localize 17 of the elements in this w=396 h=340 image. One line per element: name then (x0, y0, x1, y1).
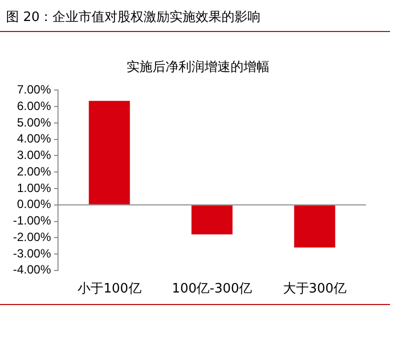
chart-title: 图 20：企业市值对股权激励实施效果的影响 (6, 9, 261, 26)
y-tick-label: -2.00% (12, 230, 52, 244)
y-tick-label: 3.00% (16, 148, 52, 162)
y-tick-label: -1.00% (12, 214, 52, 228)
y-tick-label: 5.00% (16, 115, 52, 130)
y-tick-label: 6.00% (16, 98, 52, 113)
y-tick-label: 4.00% (16, 132, 52, 146)
y-tick-label: 1.00% (16, 180, 52, 195)
y-tick-label: -4.00% (12, 262, 52, 277)
chart-subtitle: 实施后净利润增速的增幅 (126, 59, 270, 76)
y-tick-label: 0.00% (16, 197, 52, 212)
y-tick-label: 2.00% (16, 164, 52, 178)
x-tick-label: 100亿-300亿 (172, 282, 252, 297)
y-tick-label: 7.00% (16, 82, 52, 97)
y-tick-label: -3.00% (12, 246, 52, 260)
x-tick-label: 小于100亿 (77, 282, 142, 297)
x-tick-label: 大于300亿 (282, 282, 347, 297)
